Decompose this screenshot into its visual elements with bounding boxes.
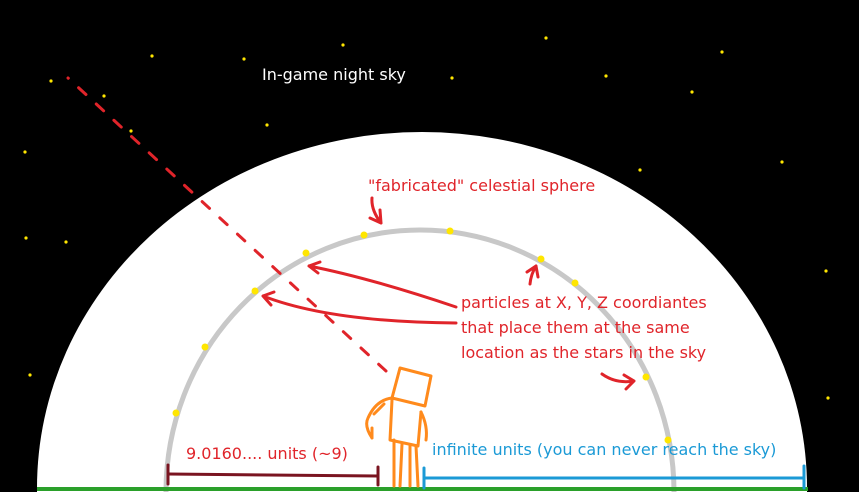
particles-note-line-1: particles at X, Y, Z coordiantes <box>461 293 707 312</box>
sphere-title-arrow <box>368 196 383 225</box>
sky-star <box>129 129 133 133</box>
celestial-sphere-ring <box>163 227 677 492</box>
horizon-dome <box>37 132 807 492</box>
night-sky-label: In-game night sky <box>262 65 406 84</box>
line-of-sight-dashed <box>66 76 388 373</box>
sky-star <box>28 373 32 377</box>
particle-star <box>172 409 180 417</box>
sky-star <box>242 57 246 61</box>
sky-star <box>450 76 454 80</box>
particle-star <box>537 255 545 263</box>
infinite-distance-label: infinite units (you can never reach the … <box>432 440 777 459</box>
particle-star <box>201 343 209 351</box>
stick-figure-player-icon <box>365 366 433 488</box>
sky-star <box>24 236 28 240</box>
celestial-sphere-label: "fabricated" celestial sphere <box>368 176 596 195</box>
sky-star <box>64 240 68 244</box>
sky-star <box>824 269 828 273</box>
sky-star <box>690 90 694 94</box>
sky-stars <box>23 36 830 400</box>
sky-star <box>150 54 154 58</box>
sky-star <box>780 160 784 164</box>
particles-arrow-up <box>525 264 540 286</box>
sky-star <box>265 123 269 127</box>
sky-star <box>638 168 642 172</box>
sky-star <box>826 396 830 400</box>
particle-star <box>360 231 368 239</box>
finite-distance-label: 9.0160.... units (~9) <box>186 444 348 463</box>
sky-star <box>102 94 106 98</box>
sky-star <box>544 36 548 40</box>
sky-star <box>23 150 27 154</box>
sky-star <box>604 74 608 78</box>
particle-star <box>302 249 310 257</box>
sphere-particles <box>172 227 672 444</box>
particles-note-line-3: location as the stars in the sky <box>461 343 707 362</box>
finite-distance-bracket <box>166 463 380 487</box>
sky-star <box>49 79 53 83</box>
particles-note-line-2: that place them at the same <box>461 318 690 337</box>
particle-star <box>571 279 579 287</box>
particles-arrow-left-lower <box>261 290 458 325</box>
particle-star <box>251 287 259 295</box>
sky-star <box>341 43 345 47</box>
particle-star <box>446 227 454 235</box>
sky-star <box>720 50 724 54</box>
particle-star <box>664 436 672 444</box>
infinite-distance-bracket <box>422 464 806 490</box>
particles-arrow-left-upper <box>307 260 458 309</box>
particle-star <box>642 373 650 381</box>
particles-arrow-down <box>600 372 636 391</box>
